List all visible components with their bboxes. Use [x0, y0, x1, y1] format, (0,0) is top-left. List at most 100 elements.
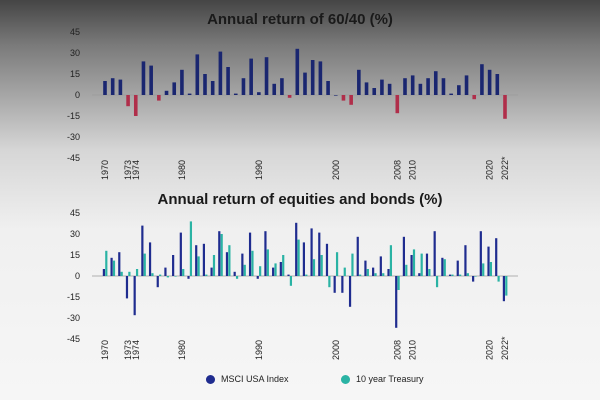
- bar: [157, 95, 161, 101]
- x-tick-label: 1973: [123, 340, 133, 360]
- bar-treasury: [220, 234, 223, 276]
- y-tick-label: -30: [67, 313, 80, 323]
- bar-treasury: [212, 255, 216, 276]
- bar: [333, 95, 338, 96]
- bar-treasury: [335, 252, 339, 276]
- x-tick-label: 1974: [131, 160, 141, 180]
- x-tick-label: 2000: [331, 160, 341, 180]
- x-tick-label: 2008: [392, 340, 402, 360]
- bar-msci: [341, 276, 344, 293]
- bar-treasury: [243, 264, 246, 276]
- bar-msci: [372, 267, 375, 276]
- bar: [126, 95, 130, 107]
- bar: [441, 78, 446, 95]
- legend-label-treasury: 10 year Treasury: [356, 374, 424, 384]
- bar-treasury: [374, 273, 377, 276]
- bar-treasury: [351, 253, 354, 276]
- bar-msci: [102, 269, 105, 276]
- bar-msci: [348, 276, 352, 307]
- y-tick-label: 30: [70, 229, 80, 239]
- bar: [349, 95, 353, 105]
- y-tick-label: 0: [75, 90, 80, 100]
- bar-treasury: [459, 274, 462, 276]
- bar: [264, 57, 269, 95]
- y-tick-label: 45: [70, 27, 80, 37]
- bar-msci: [218, 231, 221, 276]
- bar-treasury: [274, 263, 277, 276]
- bar-treasury: [305, 274, 308, 276]
- bar-treasury: [289, 276, 293, 286]
- bar: [118, 79, 123, 95]
- bar: [341, 95, 346, 101]
- y-tick-label: 45: [70, 208, 80, 218]
- bar-treasury: [312, 259, 316, 276]
- bar: [464, 75, 469, 95]
- x-tick-label: 1990: [254, 160, 264, 180]
- bar: [218, 51, 223, 95]
- chart-title: Annual return of 60/40 (%): [207, 11, 393, 28]
- bar: [457, 85, 461, 95]
- bar-treasury: [397, 276, 400, 290]
- bar-msci: [172, 255, 175, 276]
- bar-msci: [318, 232, 321, 276]
- bar-msci: [487, 246, 490, 276]
- bar-treasury: [297, 239, 300, 276]
- bar-treasury: [182, 269, 185, 276]
- bar-msci: [387, 269, 390, 276]
- bar-treasury: [482, 263, 485, 276]
- x-tick-label: 2008: [392, 160, 402, 180]
- chart-title: Annual return of equities and bonds (%): [158, 191, 443, 208]
- y-tick-label: 15: [70, 69, 80, 79]
- bar: [295, 48, 300, 95]
- bar-msci: [441, 257, 444, 276]
- x-tick-label: 1970: [100, 160, 110, 180]
- bar-msci: [202, 243, 205, 276]
- bar: [357, 69, 361, 95]
- bar-msci: [379, 256, 382, 276]
- bar: [480, 64, 484, 95]
- bar-msci: [325, 243, 329, 276]
- x-tick-label: 2000: [331, 340, 341, 360]
- bar-treasury: [112, 260, 116, 276]
- bar-msci: [402, 236, 405, 276]
- bar-treasury: [412, 249, 416, 276]
- bar-msci: [333, 276, 336, 293]
- bar-msci: [141, 225, 144, 276]
- bar-msci: [133, 276, 136, 316]
- bar: [233, 93, 238, 95]
- y-tick-label: -15: [67, 292, 80, 302]
- bar-msci: [225, 252, 229, 276]
- bar-msci: [272, 267, 275, 276]
- y-tick-label: 0: [75, 271, 80, 281]
- x-tick-label: 1973: [123, 160, 133, 180]
- bar-treasury: [428, 269, 431, 276]
- bar-msci: [156, 276, 159, 288]
- bar-msci: [395, 276, 398, 328]
- bar-treasury: [389, 245, 393, 276]
- bar: [426, 78, 430, 95]
- bar-treasury: [282, 255, 285, 276]
- bar-msci: [448, 274, 452, 276]
- bar-treasury: [128, 271, 131, 276]
- bar-msci: [179, 232, 182, 276]
- bar-treasury: [228, 245, 231, 276]
- bar-msci: [148, 242, 152, 276]
- bar-treasury: [197, 256, 200, 276]
- bar-treasury: [251, 250, 254, 276]
- bar-treasury: [120, 271, 123, 276]
- bar-treasury: [235, 276, 239, 279]
- legend: MSCI USA Index 10 year Treasury: [0, 374, 600, 390]
- bar: [280, 78, 284, 95]
- bar: [403, 78, 407, 95]
- bar: [326, 81, 330, 95]
- legend-swatch-msci: [206, 374, 215, 384]
- bar-msci: [356, 236, 359, 276]
- y-tick-label: -15: [67, 111, 80, 121]
- bar-msci: [410, 255, 413, 276]
- bar: [487, 69, 492, 95]
- bar-treasury: [189, 221, 193, 276]
- bar-msci: [241, 253, 244, 276]
- legend-swatch-treasury: [341, 374, 350, 384]
- bar: [495, 74, 500, 95]
